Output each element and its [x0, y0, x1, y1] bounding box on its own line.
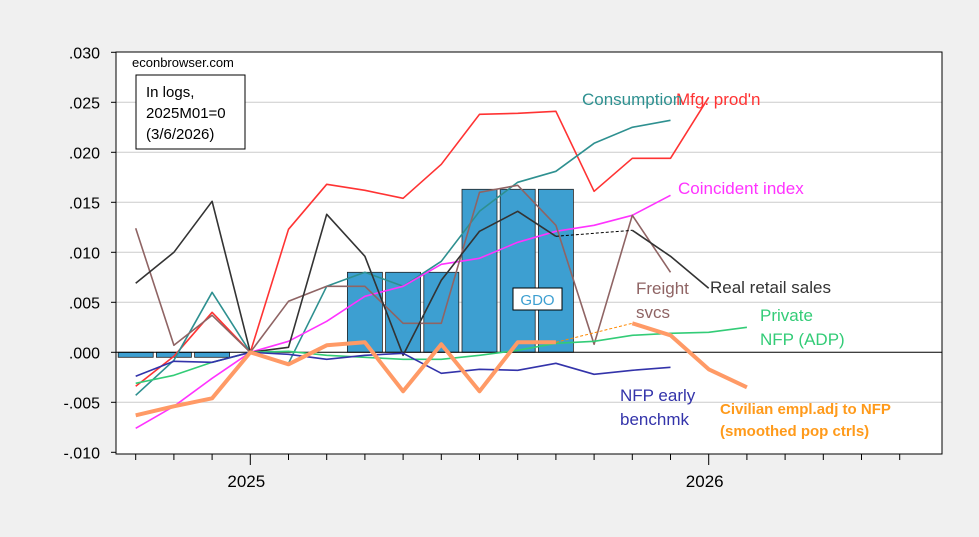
- series-label: Private: [760, 306, 813, 325]
- series-label: svcs: [636, 303, 670, 322]
- gdo-label: GDO: [520, 292, 554, 309]
- note-box: [135, 74, 246, 150]
- y-tick-label: .010: [69, 245, 100, 262]
- gdo-bar: [538, 188, 574, 353]
- gdo-label-box: [512, 287, 563, 311]
- series-label: Real retail sales: [710, 278, 831, 297]
- series-label: (smoothed pop ctrls): [720, 423, 869, 440]
- watermark: econbrowser.com: [132, 55, 234, 70]
- series-label: Consumption: [582, 90, 682, 109]
- y-tick-label: .015: [69, 195, 100, 212]
- series-label: Civilian empl.adj to NFP: [720, 401, 891, 418]
- series-lines: [134, 96, 748, 429]
- y-tick-label: -.005: [64, 395, 101, 412]
- series-line: [631, 321, 748, 390]
- series-label: benchmk: [620, 410, 689, 429]
- series-label: Coincident index: [678, 179, 804, 198]
- y-tick-label: .000: [69, 345, 100, 362]
- gdo-bar: [499, 188, 536, 353]
- note-line-1: In logs,: [146, 84, 194, 101]
- y-axis: .030 .025 .020 .015 .010 .005 .000 -.005 -.010: [64, 45, 116, 462]
- x-axis: 2025 2026: [135, 454, 901, 491]
- series-line: [134, 184, 672, 354]
- series-line: [135, 351, 671, 378]
- gdo-bar: [461, 188, 498, 353]
- gdo-bars: [117, 188, 574, 358]
- y-tick-label: .025: [69, 95, 100, 112]
- series-label: Mfg. prod'n: [676, 90, 761, 109]
- x-tick-label: 2025: [227, 472, 265, 491]
- x-tick-label: 2026: [686, 472, 724, 491]
- gdo-bar: [194, 351, 231, 358]
- gdo-bar: [117, 351, 154, 358]
- y-tick-label: .005: [69, 295, 100, 312]
- series-label: NFP (ADP): [760, 330, 845, 349]
- y-tick-label: .030: [69, 45, 100, 62]
- series-line: [135, 200, 557, 357]
- series-label: Freight: [636, 279, 689, 298]
- series-line: [135, 340, 556, 418]
- note-line-3: (3/6/2026): [146, 126, 214, 143]
- gdo-bar: [423, 271, 460, 353]
- gap-connector: [555, 229, 633, 237]
- series-line: [135, 194, 671, 429]
- series-label: NFP early: [620, 386, 696, 405]
- note-line-2: 2025M01=0: [146, 105, 226, 122]
- plot-frame: [115, 51, 943, 455]
- series-line: [135, 96, 710, 387]
- y-tick-label: .020: [69, 145, 100, 162]
- gap-connector: [555, 322, 633, 343]
- y-tick-label: -.010: [64, 445, 101, 462]
- series-line: [631, 229, 710, 289]
